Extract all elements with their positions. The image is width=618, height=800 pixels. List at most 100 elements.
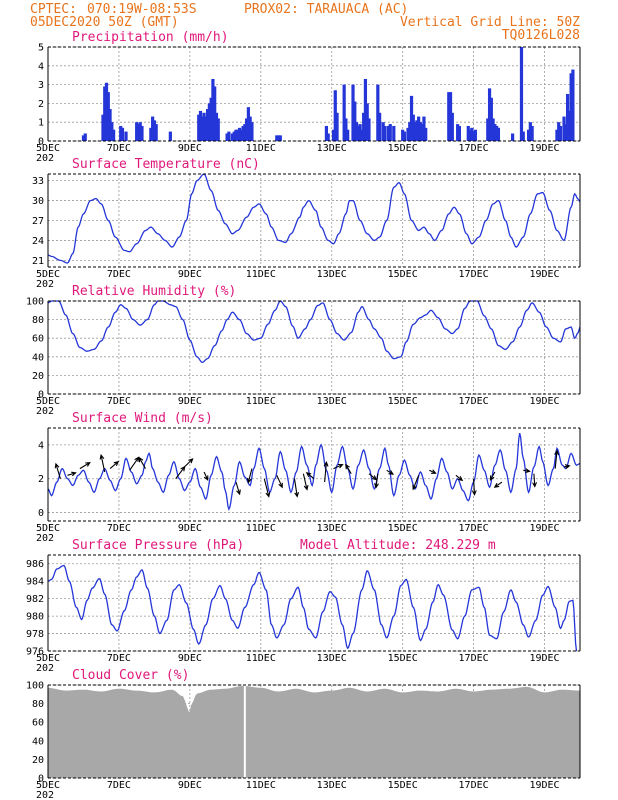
wind-arrow [323, 461, 329, 483]
precip-bar [417, 116, 421, 141]
precip-bar [239, 129, 243, 141]
x-tick-label: 5DEC [36, 780, 60, 791]
y-tick-label: 40 [32, 736, 44, 747]
panels: Precipitation (mm/h) 0 1 2 3 4 5 5DEC 7DEC 9DEC 11… [26, 30, 581, 800]
y-tick-label: 2 [38, 99, 44, 110]
precip-bar [456, 124, 460, 141]
precip-bar [246, 107, 250, 141]
precip-bar [351, 84, 355, 141]
header-source: CPTEC: [30, 2, 77, 17]
precip-bar [526, 129, 531, 141]
precip-bar [202, 112, 206, 141]
panel-title: Precipitation (mm/h) [72, 30, 229, 45]
precip-bar [392, 125, 396, 141]
precip-bar [383, 125, 387, 141]
y-tick-label: 2 [38, 474, 44, 485]
precip-bar [110, 122, 114, 141]
precip-bar [207, 103, 211, 141]
x-tick-label: 13DEC [317, 143, 347, 154]
precip-bar [528, 122, 532, 141]
precip-bar [466, 125, 470, 141]
precip-bar [489, 97, 493, 141]
y-tick-label: 0 [38, 137, 44, 148]
x-tick-label: 13DEC [317, 653, 347, 664]
wind-arrow [305, 471, 315, 480]
precip-bar [360, 129, 364, 141]
precip-bar [354, 122, 359, 141]
y-tick-label: 978 [26, 629, 44, 640]
x-tick-label: 9DEC [178, 396, 202, 407]
series-line [47, 564, 578, 652]
precip-bar [496, 127, 501, 141]
precip-bar [119, 125, 123, 141]
panel-title: Relative Humidity (%) [72, 284, 236, 299]
wind-arrow [563, 464, 571, 470]
cloud-cover-area [48, 685, 580, 778]
x-tick-label: 7DEC [107, 143, 131, 154]
precip-bar [470, 127, 474, 141]
header-block: CPTEC: 070:19W-08:53S PROX02: TARAUACA (… [30, 2, 580, 43]
y-tick-label: 40 [32, 352, 44, 363]
x-tick-label: 19DEC [529, 780, 559, 791]
year-stub-label: 202 [36, 153, 54, 164]
precip-bar [101, 114, 105, 141]
y-tick-label: 30 [32, 196, 44, 207]
precip-bar [511, 133, 515, 141]
precip-bar [422, 116, 426, 141]
precip-bar [216, 118, 220, 141]
precip-bar [468, 129, 472, 141]
precip-bar [472, 131, 476, 141]
wind-arrow [455, 474, 464, 482]
series-line [47, 300, 581, 364]
precip-bar [237, 127, 242, 141]
precip-bar [326, 133, 330, 141]
x-tick-label: 11DEC [246, 143, 276, 154]
precip-bar [353, 101, 357, 141]
wind-arrow [276, 475, 283, 489]
precip-bar [409, 95, 414, 141]
precip-bar [124, 131, 128, 141]
y-tick-label: 80 [32, 699, 44, 710]
x-tick-label: 11DEC [246, 780, 276, 791]
wind-arrow [429, 469, 437, 474]
wind-arrow [333, 463, 344, 470]
panel-0: Precipitation (mm/h) 0 1 2 3 4 5 5DEC 7DEC 9DEC 11… [36, 30, 581, 164]
precip-bar [448, 92, 453, 141]
precip-bar [495, 125, 499, 141]
panel-3: Surface Wind (m/s) 0 2 4 5DEC 7DEC 9DEC 11DEC 13… [36, 411, 581, 544]
precip-bar [564, 124, 568, 141]
y-tick-label: 60 [32, 718, 44, 729]
header-date: 05DEC2020 50Z (GMT) [30, 15, 179, 30]
precip-bar [381, 122, 385, 141]
wind-arrow [54, 462, 61, 479]
precip-bar [140, 125, 144, 141]
precip-bar [415, 120, 419, 141]
series-line [47, 173, 581, 264]
precip-bar [198, 110, 203, 141]
precip-bar [243, 124, 247, 141]
year-stub-label: 202 [36, 790, 54, 800]
wind-arrow [386, 469, 395, 475]
precip-bar [367, 118, 371, 141]
y-tick-label: 20 [32, 371, 44, 382]
y-tick-label: 3 [38, 80, 44, 91]
precip-bar [275, 135, 279, 141]
header-station: PROX02: TARAUACA (AC) [244, 2, 408, 17]
precip-bar [236, 129, 240, 141]
y-tick-label: 27 [32, 216, 44, 227]
wind-arrow [554, 449, 560, 469]
panel-2: Relative Humidity (%) 0 20 40 60 80 100 5DEC 7DE… [26, 284, 581, 417]
x-tick-label: 7DEC [107, 780, 131, 791]
x-tick-label: 11DEC [246, 396, 276, 407]
wind-arrow [471, 478, 477, 496]
x-tick-label: 9DEC [178, 780, 202, 791]
precip-bar [234, 129, 238, 141]
precip-bar [457, 125, 462, 141]
x-tick-label: 5DEC [36, 523, 60, 534]
y-tick-label: 1 [38, 118, 44, 129]
x-tick-label: 7DEC [107, 269, 131, 280]
precip-bar [248, 116, 252, 141]
precip-bar [333, 90, 337, 141]
panel-title: Surface Temperature (nC) [72, 157, 260, 172]
